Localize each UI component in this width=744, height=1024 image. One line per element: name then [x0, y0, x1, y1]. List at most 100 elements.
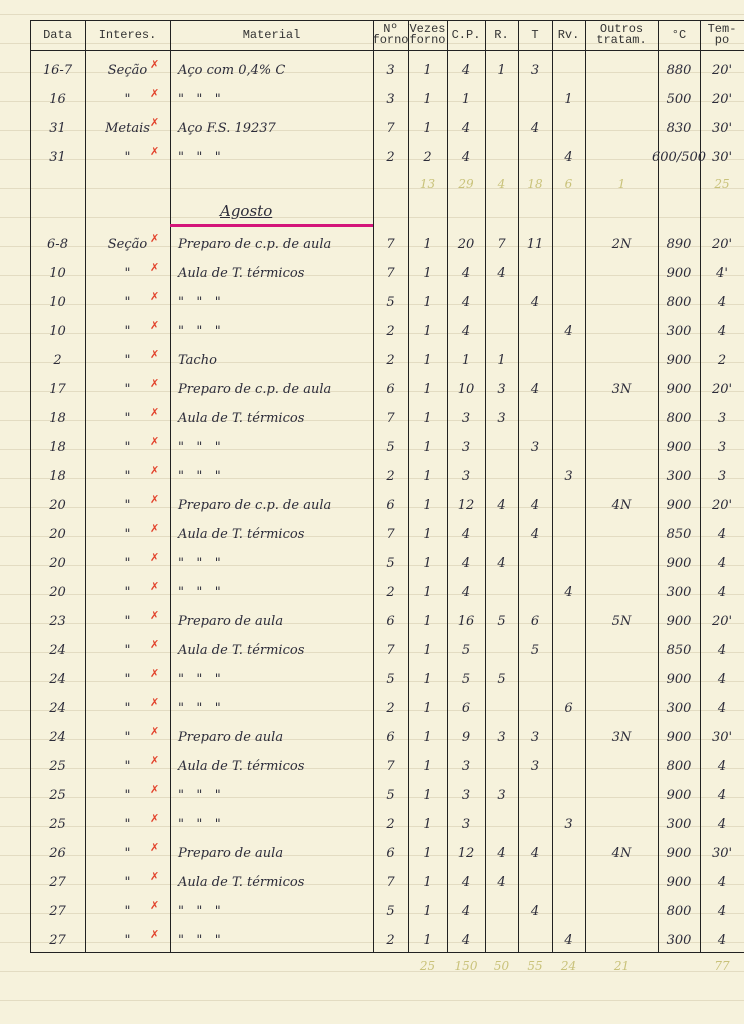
cell-n-forno: 7 [386, 526, 395, 542]
cell-r: 4 [497, 265, 506, 281]
cell-tempo: 2 [717, 352, 727, 368]
cell-tempo: 4 [717, 903, 727, 919]
total-cp: 150 [454, 959, 478, 973]
cell-tempo: 30' [711, 729, 733, 745]
column-divider [700, 20, 701, 952]
cell-date: 25 [49, 787, 66, 803]
column-divider [658, 20, 659, 952]
cell-date: 20 [49, 526, 66, 542]
cell-r: 4 [497, 874, 506, 890]
cell-tempo: 4 [717, 555, 727, 571]
cell-tempo: 4 [717, 787, 727, 803]
cell-vezes-forno: 1 [423, 642, 432, 658]
cell-interes: " [124, 91, 131, 107]
ruled-line [0, 188, 744, 189]
cell-interes: " [124, 555, 131, 571]
cell-date: 31 [49, 149, 66, 165]
cell-interes: " [124, 497, 131, 513]
cell-vezes-forno: 1 [423, 700, 432, 716]
cell-interes: " [124, 642, 131, 658]
cell-interes: " [124, 381, 131, 397]
cell-date: 24 [49, 729, 66, 745]
cell-interes: " [124, 903, 131, 919]
ruled-line [0, 913, 744, 914]
cell-tempo: 4 [717, 874, 727, 890]
cell-vezes-forno: 1 [423, 468, 432, 484]
cell-tempo: 4' [716, 265, 728, 281]
ruled-line [0, 797, 744, 798]
cell-temperature: 900 [666, 613, 692, 629]
cell-material: Aula de T. térmicos [178, 758, 305, 774]
cell-vezes-forno: 1 [423, 120, 432, 136]
ruled-line [0, 362, 744, 363]
cell-temperature: 850 [666, 642, 692, 658]
cell-rv: 1 [564, 91, 573, 107]
cell-date: 16 [49, 91, 66, 107]
cell-material: Aula de T. térmicos [178, 874, 305, 890]
check-mark-icon: ✗ [150, 319, 160, 332]
column-divider [447, 20, 448, 952]
column-divider [408, 20, 409, 952]
cell-interes: " [124, 729, 131, 745]
cell-n-forno: 5 [386, 787, 395, 803]
ruled-line [0, 1000, 744, 1001]
cell-date: 24 [49, 700, 66, 716]
cell-material: Preparo de aula [178, 613, 284, 629]
cell-n-forno: 2 [386, 932, 395, 948]
cell-date: 25 [49, 816, 66, 832]
check-mark-icon: ✗ [150, 580, 160, 593]
cell-temperature: 900 [666, 787, 692, 803]
cell-tempo: 20' [711, 236, 733, 252]
cell-interes: " [124, 845, 131, 861]
ruled-line [0, 246, 744, 247]
cell-temperature: 300 [666, 816, 692, 832]
ruled-line [0, 507, 744, 508]
cell-vezes-forno: 1 [423, 584, 432, 600]
check-mark-icon: ✗ [150, 58, 160, 71]
check-mark-icon: ✗ [150, 899, 160, 912]
header-cp: C.P. [451, 27, 481, 42]
check-mark-icon: ✗ [150, 232, 160, 245]
cell-interes: " [124, 410, 131, 426]
header-tempo: Tem- po [707, 22, 737, 47]
check-mark-icon: ✗ [150, 145, 160, 158]
cell-n-forno: 7 [386, 120, 395, 136]
cell-vezes-forno: 1 [423, 265, 432, 281]
total-rv: 24 [560, 959, 577, 973]
ruled-line [0, 478, 744, 479]
cell-cp: 6 [461, 700, 471, 716]
cell-n-forno: 5 [386, 555, 395, 571]
cell-tempo: 20' [711, 497, 733, 513]
ruled-line [0, 72, 744, 73]
cell-t: 4 [530, 294, 540, 310]
cell-material: " " " [178, 932, 221, 948]
cell-cp: 16 [457, 613, 475, 629]
check-mark-icon: ✗ [150, 522, 160, 535]
total-outros-tratam: 1 [617, 177, 626, 191]
cell-date: 17 [49, 381, 66, 397]
ruled-line [0, 710, 744, 711]
cell-n-forno: 6 [386, 613, 395, 629]
ruled-line [0, 739, 744, 740]
cell-temperature: 900 [666, 555, 692, 571]
cell-material: Preparo de c.p. de aula [178, 497, 332, 513]
cell-n-forno: 2 [386, 700, 395, 716]
cell-tempo: 3 [717, 410, 727, 426]
cell-interes: " [124, 758, 131, 774]
cell-date: 16-7 [42, 62, 73, 78]
cell-temperature: 900 [666, 381, 692, 397]
cell-t: 5 [530, 642, 540, 658]
cell-interes: " [124, 468, 131, 484]
ruled-line [0, 971, 744, 972]
cell-cp: 4 [461, 932, 471, 948]
cell-date: 6-8 [47, 236, 68, 252]
cell-material: " " " [178, 671, 221, 687]
header-t: T [531, 27, 539, 42]
cell-vezes-forno: 1 [423, 932, 432, 948]
cell-temperature: 900 [666, 439, 692, 455]
cell-cp: 12 [457, 845, 475, 861]
cell-temperature: 300 [666, 468, 692, 484]
cell-n-forno: 5 [386, 439, 395, 455]
cell-t: 4 [530, 526, 540, 542]
cell-interes: " [124, 149, 131, 165]
